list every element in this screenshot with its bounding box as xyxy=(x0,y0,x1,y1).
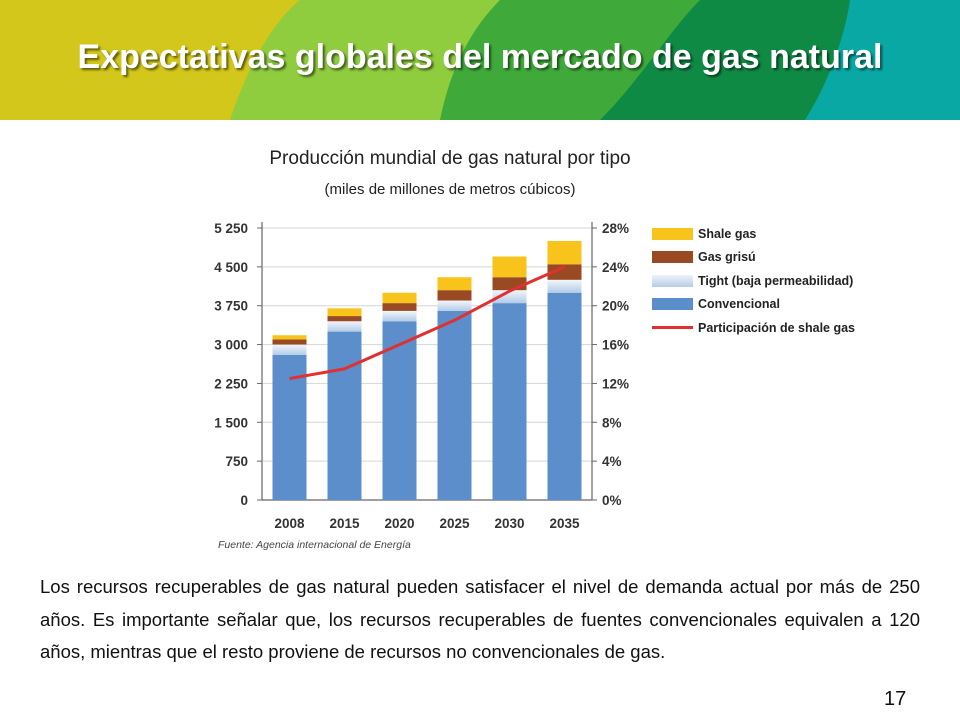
legend-swatch-shale xyxy=(652,227,693,240)
stacked-bar-chart: 0 750 1 500 2 250 3 000 3 750 4 500 5 250 0% 4% 8%… xyxy=(214,221,629,531)
bar-segment-shale xyxy=(327,308,362,317)
bar-segment-shale xyxy=(547,240,582,265)
slide-title: Expectativas globales del mercado de gas… xyxy=(77,38,883,76)
bar-segment-convencional xyxy=(492,303,527,500)
bar-segment-grisu xyxy=(272,339,307,345)
y-left-tick-label: 1 500 xyxy=(214,415,248,430)
y-left-tick-label: 5 250 xyxy=(214,221,248,236)
y-right-tick-label: 8% xyxy=(602,415,622,430)
y-right-tick-label: 20% xyxy=(602,299,629,314)
legend-line-shale-share xyxy=(652,326,693,330)
bar-segment-grisu xyxy=(547,264,582,280)
legend-item-shale: Shale gas xyxy=(652,222,855,246)
bar-segment-shale xyxy=(437,277,472,291)
bar-segment-tight xyxy=(437,300,472,311)
y-right-tick-label: 28% xyxy=(602,221,629,236)
bar-segment-grisu xyxy=(327,316,362,322)
y-right-tick-label: 12% xyxy=(602,376,629,391)
y-right-tick-label: 16% xyxy=(602,338,629,353)
legend-item-convencional: Convencional xyxy=(652,293,855,317)
y-left-tick-label: 750 xyxy=(225,454,248,469)
source-note: Fuente: Agencia internacional de Energía xyxy=(218,539,411,551)
bar-segment-grisu xyxy=(382,303,417,311)
legend-label-shale: Shale gas xyxy=(698,226,757,241)
y-left-tick-label: 2 250 xyxy=(214,376,248,391)
y-right-tick-label: 24% xyxy=(602,260,629,275)
bar-segment-grisu xyxy=(437,290,472,301)
y-right-tick-label: 0% xyxy=(602,493,622,508)
legend-label-grisu: Gas grisú xyxy=(698,250,756,265)
y-left-tick-label: 4 500 xyxy=(214,260,248,275)
bar-segment-convencional xyxy=(547,292,582,500)
y-left-tick-label: 0 xyxy=(240,493,248,508)
bar-segment-convencional xyxy=(272,354,307,500)
body-paragraph: Los recursos recuperables de gas natural… xyxy=(40,576,920,662)
x-tick-label: 2015 xyxy=(329,516,360,531)
bar-segment-convencional xyxy=(327,331,362,500)
chart-title: Producción mundial de gas natural por ti… xyxy=(269,148,631,169)
legend-swatch-convencional xyxy=(652,298,693,311)
x-tick-label: 2030 xyxy=(494,516,524,531)
legend-label-convencional: Convencional xyxy=(698,297,780,312)
bar-segment-tight xyxy=(382,310,417,322)
x-tick-label: 2025 xyxy=(439,516,470,531)
bar-segment-convencional xyxy=(437,310,472,500)
x-tick-label: 2008 xyxy=(274,516,305,531)
chart-legend: Shale gas Gas grisú Tight (baja permeabi… xyxy=(652,222,855,340)
y-left-tick-label: 3 750 xyxy=(214,299,248,314)
legend-label-tight: Tight (baja permeabilidad) xyxy=(698,273,854,288)
bar-segment-tight xyxy=(327,321,362,332)
legend-label-shale-share: Participación de shale gas xyxy=(698,320,856,335)
legend-swatch-tight xyxy=(652,274,693,287)
shale-share-line xyxy=(289,265,566,381)
bar-segment-tight xyxy=(492,290,527,304)
y-right-tick-label: 4% xyxy=(602,454,622,469)
title-banner: Expectativas globales del mercado de gas… xyxy=(0,0,960,120)
legend-item-shale-share: Participación de shale gas xyxy=(652,316,855,340)
page-number: 17 xyxy=(884,688,907,710)
legend-swatch-grisu xyxy=(652,251,693,264)
bar-segment-tight xyxy=(547,279,582,293)
bar-segment-tight xyxy=(272,344,307,355)
legend-item-tight: Tight (baja permeabilidad) xyxy=(652,269,855,293)
bar-segment-shale xyxy=(382,292,417,304)
bar-segment-convencional xyxy=(382,321,417,500)
legend-item-grisu: Gas grisú xyxy=(652,246,855,270)
banner-background xyxy=(0,0,960,120)
y-left-tick-label: 3 000 xyxy=(214,338,248,353)
bar-segment-shale xyxy=(492,256,527,278)
x-tick-label: 2035 xyxy=(549,516,580,531)
chart-subtitle: (miles de millones de metros cúbicos) xyxy=(324,181,576,198)
bar-segment-grisu xyxy=(492,277,527,291)
x-tick-label: 2020 xyxy=(384,516,414,531)
bar-segment-shale xyxy=(272,335,307,340)
